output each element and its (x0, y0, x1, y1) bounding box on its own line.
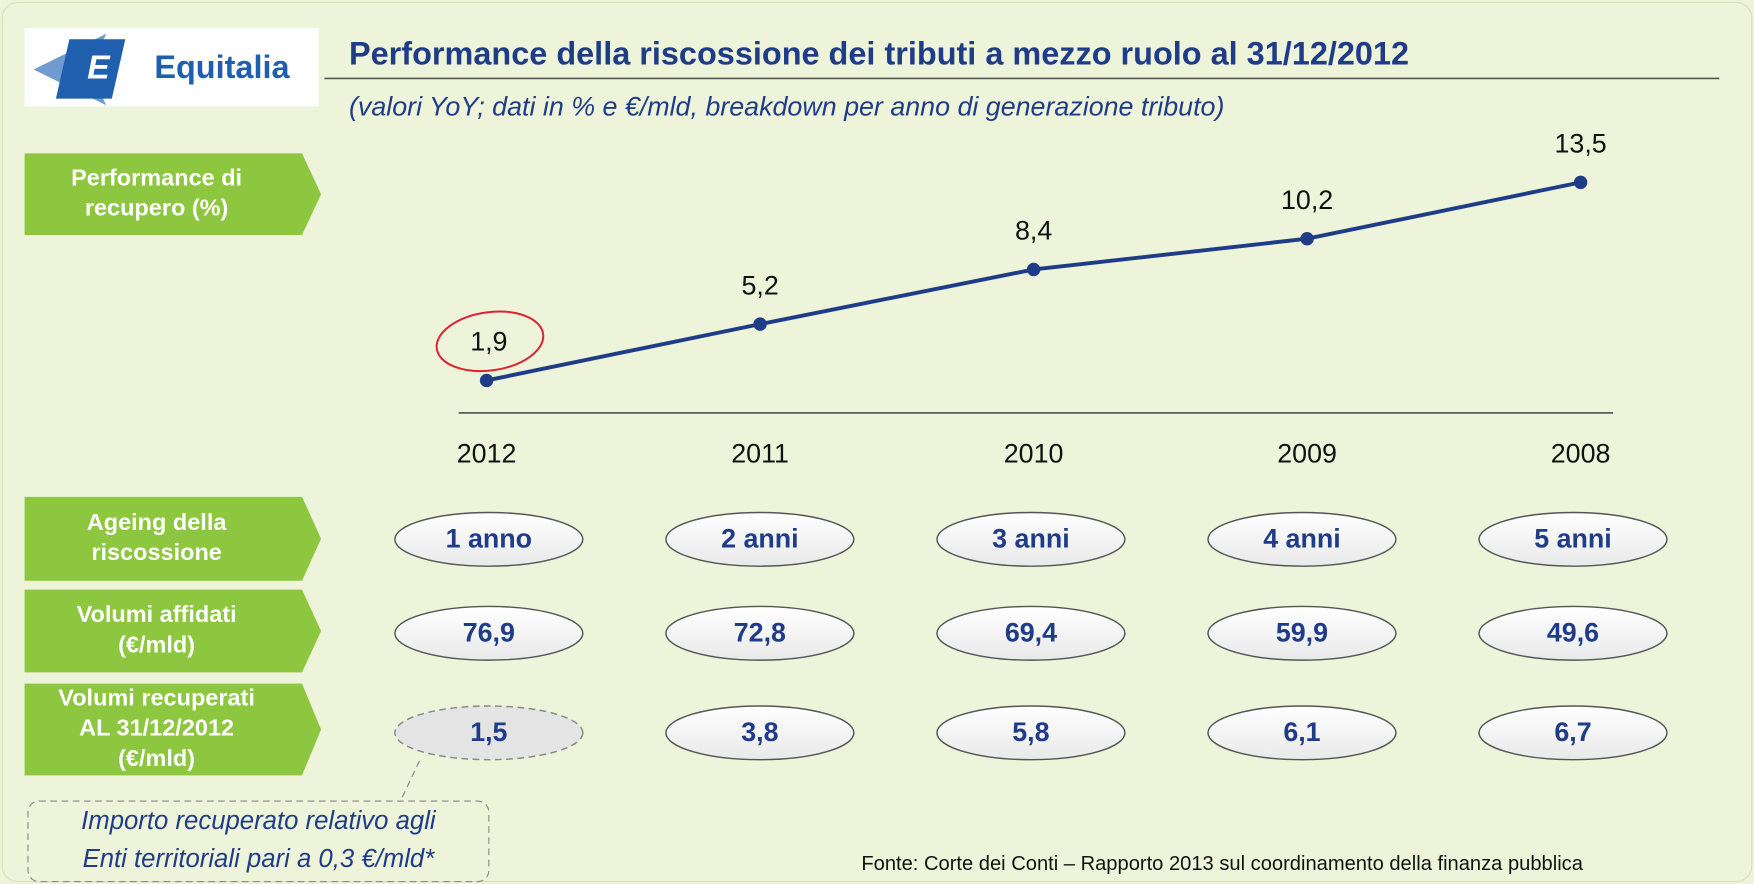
cell-text: 69,4 (1005, 617, 1057, 647)
chart-row-label-arrow (24, 153, 322, 236)
cell-oval (1478, 511, 1668, 567)
row-label-arrow (24, 496, 322, 581)
row-label-text: AL 31/12/2012 (79, 715, 234, 741)
chart-row-label-text: recupero (%) (85, 195, 229, 221)
cell-text: 6,1 (1283, 717, 1320, 747)
cell-text: 2 anni (721, 524, 799, 554)
row-label-text: Volumi affidati (77, 601, 237, 627)
source: Fonte: Corte dei Conti – Rapporto 2013 s… (861, 853, 1583, 875)
point (1300, 232, 1314, 246)
x-tick-label: 2011 (731, 439, 789, 469)
cell-text: 59,9 (1276, 617, 1328, 647)
cell-oval (1478, 705, 1668, 761)
cell-oval (394, 705, 584, 761)
x-tick-label: 2009 (1277, 439, 1337, 469)
note-connector (399, 760, 420, 802)
row-label-arrow (24, 683, 322, 776)
cell-text: 5,8 (1012, 717, 1049, 747)
row-label-text: Volumi recuperati (58, 684, 255, 710)
point (1026, 262, 1041, 277)
row-label-arrow (24, 589, 322, 673)
x-tick-label: 2008 (1551, 439, 1611, 469)
title: Performance della riscossione dei tribut… (349, 36, 1409, 72)
subtitle: (valori YoY; dati in % e €/mld, breakdow… (349, 92, 1224, 122)
cell-oval (665, 511, 855, 567)
cell-oval (936, 705, 1126, 761)
point (479, 373, 494, 388)
logo: E Equitalia (24, 28, 319, 107)
cell-text: 3,8 (741, 717, 778, 747)
cell-oval (665, 605, 855, 661)
cell-text: 3 anni (992, 524, 1070, 554)
row-label-text: riscossione (91, 539, 222, 565)
value-label: 10,2 (1281, 185, 1333, 215)
cell-oval (936, 605, 1126, 661)
logo-text: Equitalia (154, 49, 290, 85)
value-label: 8,4 (1015, 216, 1052, 246)
row-label-text: (€/mld) (118, 631, 195, 657)
value-label: 13,5 (1555, 129, 1607, 159)
svg-text:E: E (87, 49, 111, 86)
hand-circle (435, 310, 545, 373)
cell-oval (936, 511, 1126, 567)
cell-text: 1 anno (446, 524, 532, 554)
cell-oval (394, 605, 584, 661)
cell-text: 5 anni (1534, 524, 1612, 554)
cell-text: 72,8 (734, 617, 786, 647)
value-label: 5,2 (741, 270, 778, 300)
cell-text: 76,9 (463, 617, 515, 647)
cell-oval (665, 705, 855, 761)
row-label-text: (€/mld) (118, 745, 195, 771)
point (753, 317, 767, 331)
cell-text: 4 anni (1263, 524, 1341, 554)
note-text: Importo recuperato relativo agli (81, 807, 437, 835)
cell-oval (1207, 511, 1397, 567)
note-text: Enti territoriali pari a 0,3 €/mld* (83, 845, 436, 873)
cell-oval (1207, 705, 1397, 761)
cell-oval (1478, 605, 1668, 661)
cell-oval (394, 511, 584, 567)
cell-oval (1207, 605, 1397, 661)
point (1573, 175, 1588, 190)
row-label-text: Ageing della (87, 509, 228, 535)
x-tick-label: 2010 (1004, 439, 1064, 469)
chart-row-label-text: Performance di (71, 164, 242, 190)
x-tick-label: 2012 (457, 439, 517, 469)
cell-text: 49,6 (1547, 617, 1599, 647)
cell-text: 6,7 (1554, 717, 1591, 747)
value-label: 1,9 (470, 327, 507, 357)
cell-text: 1,5 (470, 717, 507, 747)
